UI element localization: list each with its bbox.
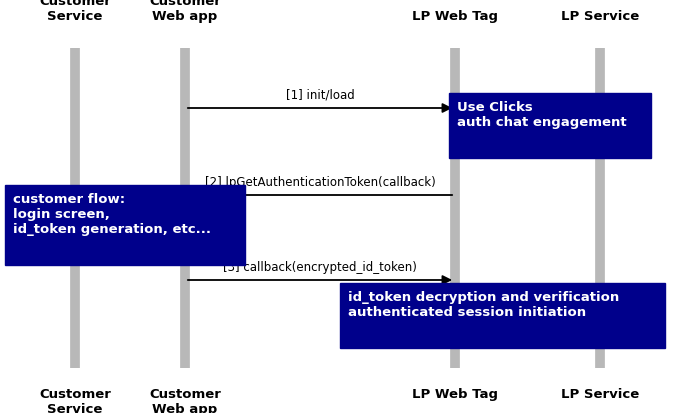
Text: Use Clicks
auth chat engagement: Use Clicks auth chat engagement [457,101,626,129]
FancyBboxPatch shape [449,93,651,158]
Text: LP Web Tag: LP Web Tag [412,388,498,401]
Text: id_token decryption and verification
authenticated session initiation: id_token decryption and verification aut… [348,291,619,319]
Text: LP Service: LP Service [561,388,639,401]
Text: [1] init/load: [1] init/load [285,89,355,102]
Text: [3] callback(encrypted_id_token): [3] callback(encrypted_id_token) [223,261,417,274]
FancyBboxPatch shape [5,185,245,265]
FancyBboxPatch shape [340,283,665,348]
Text: Customer
Web app: Customer Web app [149,388,221,413]
Text: [2] lpGetAuthenticationToken(callback): [2] lpGetAuthenticationToken(callback) [205,176,435,189]
Text: Customer
Service: Customer Service [39,0,111,23]
Text: LP Web Tag: LP Web Tag [412,10,498,23]
Text: LP Service: LP Service [561,10,639,23]
Text: customer flow:
login screen,
id_token generation, etc...: customer flow: login screen, id_token ge… [13,193,211,236]
Text: Customer
Web app: Customer Web app [149,0,221,23]
Text: Customer
Service: Customer Service [39,388,111,413]
